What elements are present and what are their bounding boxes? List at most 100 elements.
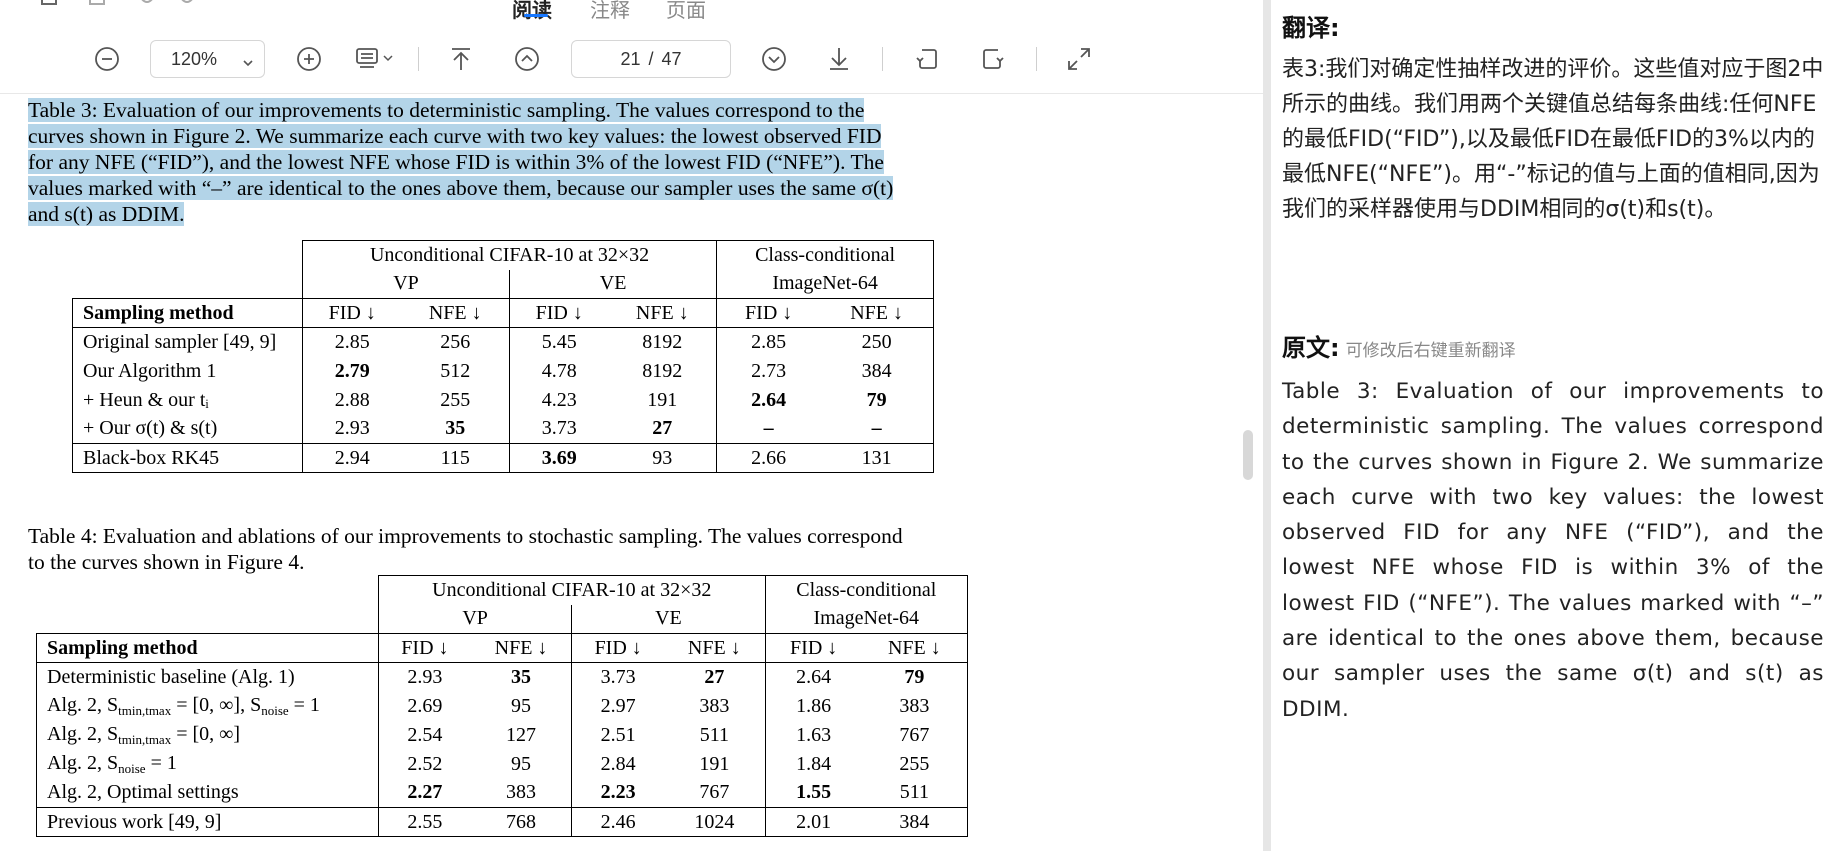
- cell-value: 93: [652, 446, 673, 469]
- original-heading: 原文: 可修改后右键重新翻译: [1282, 328, 1516, 363]
- table-row: Previous work [49, 9] 2.55 768 2.46 1024 2.01…: [36, 807, 968, 837]
- cell-value: 27: [704, 665, 725, 688]
- method-text: Alg. 2, S: [47, 722, 119, 745]
- tab-annotate[interactable]: 注释: [590, 0, 630, 22]
- caption-line: curves shown in Figure 2. We summarize e…: [28, 124, 882, 148]
- page-layout-icon[interactable]: [354, 46, 398, 72]
- cell-value: 2.51: [571, 720, 665, 750]
- tab-pages[interactable]: 页面: [666, 0, 706, 22]
- file-icon[interactable]: [38, 0, 60, 12]
- cell-value: 115: [440, 446, 470, 469]
- cell-value: –: [820, 414, 935, 444]
- cell-value: 2.85: [716, 327, 821, 357]
- next-page-icon[interactable]: [761, 46, 787, 72]
- table-row: Alg. 2, Snoise = 1 2.52 95 2.84 191 1.84 255: [36, 749, 968, 779]
- method-text: = 1: [288, 693, 320, 716]
- table4: Unconditional CIFAR-10 at 32×32 Class-co…: [36, 575, 969, 837]
- tab-read[interactable]: 阅读: [512, 0, 552, 22]
- pdf-toolbar: 阅读 注释 页面 120% 21 / 47: [0, 0, 1266, 94]
- translation-text: 表3:我们对确定性抽样改进的评价。这些值对应于图2中所示的曲线。我们用两个关键值…: [1282, 57, 1824, 222]
- cell-value: 383: [506, 781, 537, 804]
- cell-value: 2.46: [571, 807, 665, 837]
- zoom-out-icon[interactable]: [94, 46, 120, 72]
- save-icon[interactable]: [86, 0, 108, 12]
- original-text-editor[interactable]: Table 3: Evaluation of our improvements …: [1282, 379, 1824, 722]
- first-page-icon[interactable]: [448, 46, 474, 72]
- last-page-icon[interactable]: [826, 46, 852, 72]
- table-row: + Heun & our tᵢ 2.88 255 4.23 191 2.64 79: [72, 385, 935, 415]
- undo-icon[interactable]: [136, 0, 158, 12]
- col-sampling-method: Sampling method: [72, 298, 303, 328]
- col-fid: FID ↓: [764, 633, 862, 663]
- cell-value: 2.27: [377, 778, 471, 808]
- cell-value: 2.93: [377, 662, 471, 692]
- cell-value: 2.54: [377, 720, 471, 750]
- cell-value: 79: [820, 385, 935, 415]
- row-method: Alg. 2, Snoise = 1: [36, 749, 379, 779]
- cell-value: 2.73: [716, 356, 821, 386]
- fullscreen-icon[interactable]: [1066, 46, 1092, 72]
- cell-value: 5.45: [509, 327, 609, 357]
- col-fid: FID ↓: [716, 298, 821, 328]
- method-subscript: noise: [118, 760, 146, 776]
- cell-value: 2.94: [302, 443, 402, 473]
- cell-value: 2.88: [302, 385, 402, 415]
- rotate-left-icon[interactable]: [914, 46, 940, 72]
- page-scrollbar[interactable]: [1243, 430, 1253, 480]
- table-row: Deterministic baseline (Alg. 1) 2.93 35 3.7…: [36, 662, 968, 692]
- cell-value: 3.73: [509, 414, 609, 444]
- cell-value: 767: [861, 720, 968, 750]
- header-group-cifar: Unconditional CIFAR-10 at 32×32: [378, 575, 766, 605]
- method-subscript: tmin,tmax: [118, 702, 172, 718]
- caption-line: and s(t) as DDIM.: [28, 202, 185, 226]
- table-row: Our Algorithm 1 2.79 512 4.78 8192 2.73 384: [72, 356, 935, 386]
- cell-value: 3.73: [571, 662, 665, 692]
- zoom-value: 120%: [171, 48, 218, 69]
- col-fid: FID ↓: [302, 298, 402, 328]
- method-text: = 1: [145, 751, 177, 774]
- col-fid: FID ↓: [509, 298, 609, 328]
- page-number-input[interactable]: 21 / 47: [571, 40, 731, 78]
- cell-value: 511: [861, 778, 968, 808]
- chevron-down-icon: [242, 53, 254, 74]
- header-vp: VP: [377, 604, 572, 634]
- toolbar-divider: [882, 47, 883, 71]
- cell-value: 512: [440, 359, 471, 382]
- col-nfe: NFE ↓: [687, 636, 741, 659]
- caption-line: values marked with “–” are identical to …: [28, 176, 894, 200]
- cell-value: 384: [820, 356, 935, 386]
- header-vp: VP: [301, 269, 510, 299]
- row-method: Alg. 2, Stmin,tmax = [0, ∞]: [36, 720, 379, 750]
- cell-value: 383: [861, 691, 968, 721]
- cell-value: 191: [699, 752, 730, 775]
- cell-value: 256: [440, 330, 471, 353]
- original-heading-label: 原文:: [1282, 334, 1340, 362]
- row-method: Previous work [49, 9]: [36, 807, 379, 837]
- redo-icon[interactable]: [176, 0, 198, 12]
- caption-line: Table 4: Evaluation and ablations of our…: [28, 524, 903, 548]
- active-tab-indicator: [524, 14, 548, 17]
- caption-line: to the curves shown in Figure 4.: [28, 550, 305, 574]
- zoom-select[interactable]: 120%: [150, 40, 265, 78]
- rotate-right-icon[interactable]: [980, 46, 1006, 72]
- table3: Unconditional CIFAR-10 at 32×32 Class-co…: [72, 240, 935, 473]
- cell-value: 2.64: [764, 662, 862, 692]
- cell-value: 384: [861, 807, 968, 837]
- previous-page-icon[interactable]: [514, 46, 540, 72]
- cell-value: 2.85: [302, 327, 402, 357]
- toolbar-divider: [418, 47, 419, 71]
- cell-value: 2.52: [377, 749, 471, 779]
- zoom-in-icon[interactable]: [296, 46, 322, 72]
- col-fid: FID ↓: [571, 633, 665, 663]
- cell-value: 1.86: [764, 691, 862, 721]
- cell-value: 79: [861, 662, 968, 692]
- cell-value: 2.84: [571, 749, 665, 779]
- cell-value: 3.69: [509, 443, 609, 473]
- row-method: Original sampler [49, 9]: [72, 327, 303, 357]
- cell-value: 2.55: [377, 807, 471, 837]
- header-group-imagenet: Class-conditional: [764, 575, 969, 605]
- panel-resize-handle[interactable]: [1263, 0, 1271, 851]
- cell-value: 27: [652, 417, 673, 440]
- header-imagenet-64: ImageNet-64: [764, 604, 969, 634]
- original-hint: 可修改后右键重新翻译: [1345, 341, 1516, 361]
